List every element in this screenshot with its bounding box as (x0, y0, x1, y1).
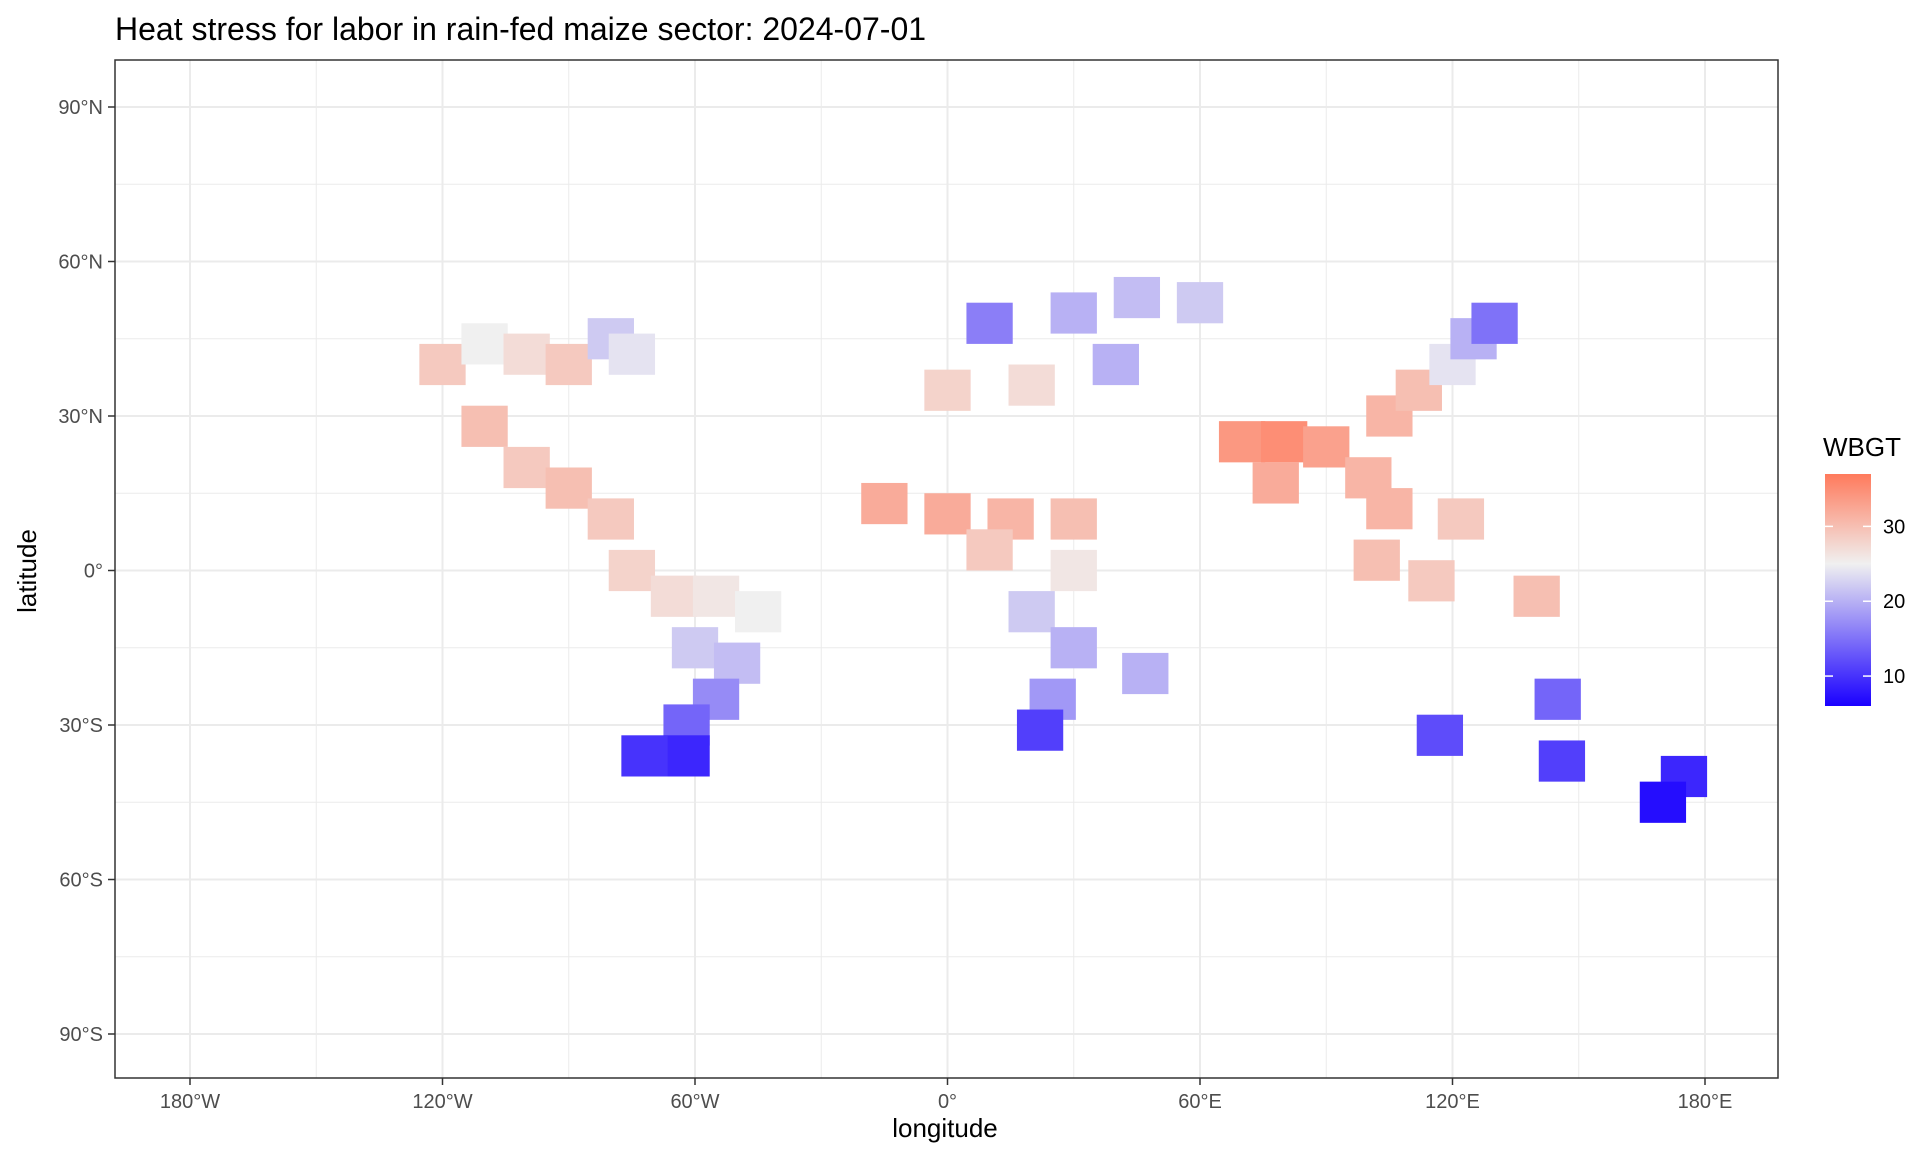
heat-cell (419, 343, 466, 386)
y-tick-label: 90°S (59, 1024, 103, 1046)
heat-cell (1538, 740, 1586, 782)
heat-cell (1416, 714, 1464, 756)
y-tick-label: 30°S (59, 715, 103, 737)
heat-cell (966, 302, 1013, 344)
x-axis: 180°W 120°W 60°W 0° 60°E 120°E 180°E (160, 1078, 1732, 1113)
y-axis-title: latitude (12, 529, 42, 613)
heat-cell (966, 529, 1013, 571)
chart-title: Heat stress for labor in rain-fed maize … (115, 11, 926, 47)
x-tick-label: 60°E (1178, 1091, 1222, 1113)
heat-cell (1437, 498, 1485, 540)
heat-cell (1016, 709, 1064, 751)
heat-cell (1534, 678, 1581, 720)
heat-cell (650, 575, 698, 617)
heat-cell (1113, 276, 1161, 319)
x-tick-label: 180°W (160, 1091, 220, 1113)
heat-cell (1050, 498, 1097, 540)
heat-cell (1008, 591, 1055, 633)
y-tick-label: 30°N (58, 406, 103, 428)
x-axis-title: longitude (892, 1113, 998, 1143)
heat-cell (861, 482, 908, 525)
heat-cells (419, 276, 1708, 823)
heat-cell (713, 642, 761, 684)
heat-cell (608, 549, 656, 592)
heat-cell (545, 343, 592, 386)
heat-cell (1252, 462, 1299, 504)
y-tick-label: 60°N (58, 252, 103, 274)
heat-cell (608, 333, 656, 375)
heat-cell (545, 467, 592, 509)
heat-cell (1303, 426, 1350, 468)
heat-cell (1008, 364, 1055, 406)
heat-cell (1639, 781, 1687, 823)
y-tick-label: 90°N (58, 97, 103, 119)
legend-tick-label: 30 (1883, 516, 1905, 538)
heat-cell (461, 323, 508, 365)
heat-cell (1261, 421, 1308, 463)
heat-cell (503, 446, 550, 489)
x-tick-label: 60°W (670, 1091, 719, 1113)
heat-cell (692, 575, 740, 617)
legend: WBGT 10 20 30 (1823, 432, 1905, 706)
heat-cell (587, 498, 634, 540)
legend-tick-label: 20 (1883, 591, 1905, 613)
legend-colorbar (1825, 474, 1871, 706)
heat-cell (663, 735, 710, 777)
heat-cell (1122, 652, 1169, 695)
panel-border (114, 59, 1779, 1079)
x-tick-label: 120°W (412, 1091, 472, 1113)
y-tick-label: 60°S (59, 870, 103, 892)
heat-cell (503, 333, 550, 375)
grid (115, 60, 1778, 1078)
y-axis: 90°N 60°N 30°N 0° 30°S 60°S 90°S (58, 97, 115, 1046)
heat-cell (1050, 627, 1097, 669)
heat-cell (924, 493, 971, 535)
heat-cell (1176, 282, 1224, 324)
x-tick-label: 0° (938, 1091, 957, 1113)
x-tick-label: 120°E (1425, 1091, 1480, 1113)
x-tick-label: 180°E (1678, 1091, 1733, 1113)
heat-cell (1218, 421, 1266, 463)
heat-cell (734, 591, 782, 633)
heat-cell (671, 627, 719, 669)
heat-cell (1050, 292, 1097, 334)
legend-tick-label: 10 (1883, 666, 1905, 688)
heat-cell (924, 369, 971, 411)
y-tick-label: 0° (84, 561, 103, 583)
heat-cell (1408, 560, 1455, 602)
heat-cell (461, 405, 508, 447)
heat-cell (1366, 488, 1413, 530)
heat-cell (1050, 549, 1097, 592)
heat-cell (621, 735, 668, 777)
heat-cell (1092, 343, 1139, 386)
heat-cell (1471, 302, 1518, 344)
legend-title: WBGT (1823, 432, 1901, 462)
heat-cell (1513, 575, 1560, 617)
heat-cell (1353, 539, 1400, 581)
legend-ticks: 10 20 30 (1825, 516, 1905, 688)
